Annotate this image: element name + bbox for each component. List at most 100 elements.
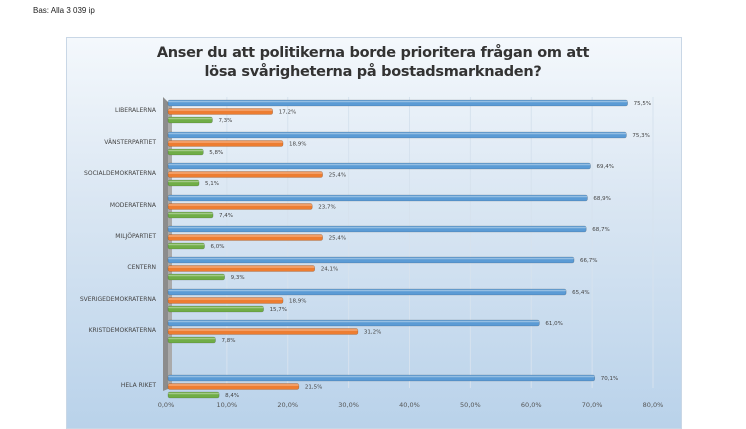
bar [167,319,540,327]
bar [167,336,216,344]
bar [167,374,596,382]
data-label: 75,3% [632,133,649,139]
bar-highlight [168,109,273,111]
bar-highlight [168,384,299,386]
bar [167,265,316,272]
data-label: 5,8% [209,150,223,156]
bar [167,211,214,219]
data-label: 61,0% [545,321,562,327]
data-label: 8,4% [225,393,239,399]
bar [167,148,204,156]
bar [167,305,264,313]
bar-highlight [168,180,200,183]
bar-highlight [168,212,214,215]
bar-highlight [168,298,284,300]
bar-highlight [168,306,264,309]
category-label: MILJÖPARTIET [115,233,156,240]
bar [167,242,205,250]
category-label: SVERIGEDEMOKRATERNA [80,296,157,303]
x-tick-label: 30,0% [338,401,359,409]
bar-highlight [168,392,220,395]
x-tick-label: 40,0% [399,401,420,409]
x-tick-label: 0,0% [158,401,175,409]
x-tick-label: 10,0% [217,401,238,409]
x-tick-label: 60,0% [521,401,542,409]
bar-chart: 0,0% 10,0% 20,0% 30,0% 40,0% 50,0% 60,0% 70,0% 8… [80,97,664,409]
data-label: 69,4% [596,164,613,170]
data-label: 65,4% [572,290,589,296]
data-label: 25,4% [329,173,346,179]
category-label: SOCIALDEMOKRATERNA [84,170,157,177]
data-label: 68,7% [592,227,609,233]
chart-title-line: Anser du att politikerna borde prioriter… [156,45,590,61]
bar [167,179,200,187]
data-label: 7,8% [221,338,235,344]
bar-highlight [168,243,205,246]
bar-highlight [168,375,595,378]
data-label: 18,9% [289,142,306,148]
bar [167,273,225,281]
bar-highlight [168,163,591,166]
bar [167,194,588,202]
bar [167,171,323,178]
category-label: CENTERN [127,264,156,271]
bar-highlight [168,204,313,206]
bar-highlight [168,226,587,229]
category-label: LIBERALERNA [115,107,157,114]
bar [167,391,220,399]
bar [167,203,313,210]
bar-highlight [168,320,540,323]
bar-highlight [168,257,575,260]
bar-highlight [168,329,358,331]
bar [167,225,587,233]
bar [167,162,591,170]
bar [167,234,323,241]
data-label: 68,9% [593,196,610,202]
data-label: 7,4% [219,213,233,219]
bar [167,328,359,335]
bar-highlight [168,337,216,340]
x-tick-label: 70,0% [582,401,603,409]
bar-highlight [168,117,213,120]
category-label: KRISTDEMOKRATERNA [89,327,157,334]
data-label: 9,3% [231,275,245,281]
data-label: 7,3% [218,118,232,124]
data-label: 5,1% [205,181,219,187]
bar [167,140,284,147]
bar [167,116,213,124]
bar-highlight [168,266,315,268]
data-label: 18,9% [289,299,306,305]
bar-highlight [168,132,627,135]
bar [167,108,274,115]
x-tick-label: 50,0% [460,401,481,409]
bar-highlight [168,172,323,174]
data-label: 25,4% [329,236,346,242]
bar-highlight [168,289,567,292]
bar [167,297,284,304]
data-label: 70,1% [601,376,618,382]
bar [167,99,628,107]
bar-highlight [168,141,284,143]
data-label: 24,1% [321,267,338,273]
bar [167,256,575,264]
category-label: VÄNSTERPARTIET [104,139,156,146]
data-label: 6,0% [211,244,225,250]
category-label: MODERATERNA [110,202,157,209]
bar [167,288,567,296]
bar [167,131,627,139]
x-tick-label: 80,0% [643,401,664,409]
bar-highlight [168,235,323,237]
bar-highlight [168,100,628,103]
category-label: HELA RIKET [121,382,156,389]
base-text: Bas: Alla 3 039 ip [33,6,95,15]
data-label: 17,2% [279,110,296,116]
bar [167,383,300,390]
data-label: 21,5% [305,385,322,391]
y-axis-wall [163,97,168,391]
bar-highlight [168,274,225,277]
data-label: 15,7% [270,307,287,313]
data-label: 23,7% [318,205,335,211]
x-tick-label: 20,0% [277,401,298,409]
bar-highlight [168,195,588,198]
bar-highlight [168,149,204,152]
